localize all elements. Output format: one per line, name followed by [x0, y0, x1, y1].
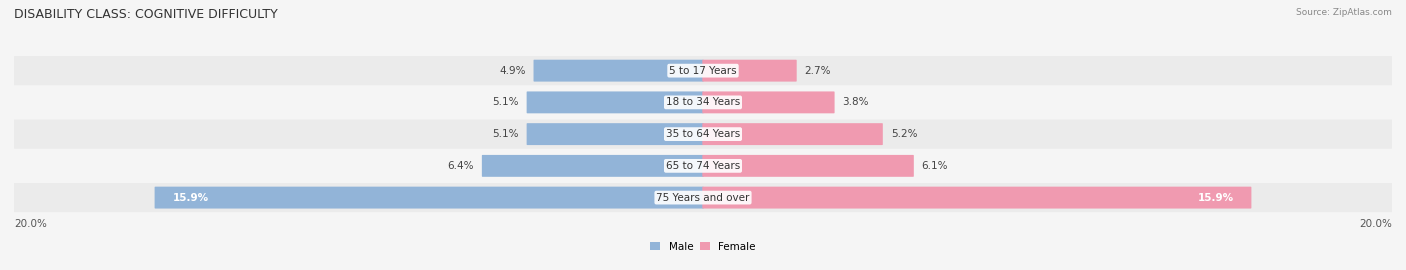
FancyBboxPatch shape: [527, 92, 703, 113]
FancyBboxPatch shape: [703, 92, 835, 113]
FancyBboxPatch shape: [14, 183, 1392, 212]
FancyBboxPatch shape: [14, 151, 1392, 180]
FancyBboxPatch shape: [14, 88, 1392, 117]
Text: 15.9%: 15.9%: [173, 193, 208, 202]
Text: 20.0%: 20.0%: [14, 219, 46, 229]
Text: DISABILITY CLASS: COGNITIVE DIFFICULTY: DISABILITY CLASS: COGNITIVE DIFFICULTY: [14, 8, 278, 21]
FancyBboxPatch shape: [482, 155, 703, 177]
FancyBboxPatch shape: [703, 155, 914, 177]
Text: Source: ZipAtlas.com: Source: ZipAtlas.com: [1296, 8, 1392, 17]
Text: 15.9%: 15.9%: [1198, 193, 1233, 202]
Text: 5 to 17 Years: 5 to 17 Years: [669, 66, 737, 76]
FancyBboxPatch shape: [533, 60, 703, 82]
FancyBboxPatch shape: [703, 60, 797, 82]
Text: 5.1%: 5.1%: [492, 129, 519, 139]
Text: 6.4%: 6.4%: [447, 161, 474, 171]
FancyBboxPatch shape: [703, 123, 883, 145]
Text: 6.1%: 6.1%: [922, 161, 948, 171]
Text: 35 to 64 Years: 35 to 64 Years: [666, 129, 740, 139]
Text: 4.9%: 4.9%: [499, 66, 526, 76]
Text: 18 to 34 Years: 18 to 34 Years: [666, 97, 740, 107]
FancyBboxPatch shape: [14, 56, 1392, 85]
Text: 65 to 74 Years: 65 to 74 Years: [666, 161, 740, 171]
FancyBboxPatch shape: [703, 187, 1251, 208]
Text: 3.8%: 3.8%: [842, 97, 869, 107]
Text: 20.0%: 20.0%: [1360, 219, 1392, 229]
Text: 5.1%: 5.1%: [492, 97, 519, 107]
FancyBboxPatch shape: [527, 123, 703, 145]
Text: 2.7%: 2.7%: [804, 66, 831, 76]
Legend: Male, Female: Male, Female: [645, 238, 761, 256]
FancyBboxPatch shape: [155, 187, 703, 208]
Text: 75 Years and over: 75 Years and over: [657, 193, 749, 202]
FancyBboxPatch shape: [14, 120, 1392, 149]
Text: 5.2%: 5.2%: [891, 129, 917, 139]
